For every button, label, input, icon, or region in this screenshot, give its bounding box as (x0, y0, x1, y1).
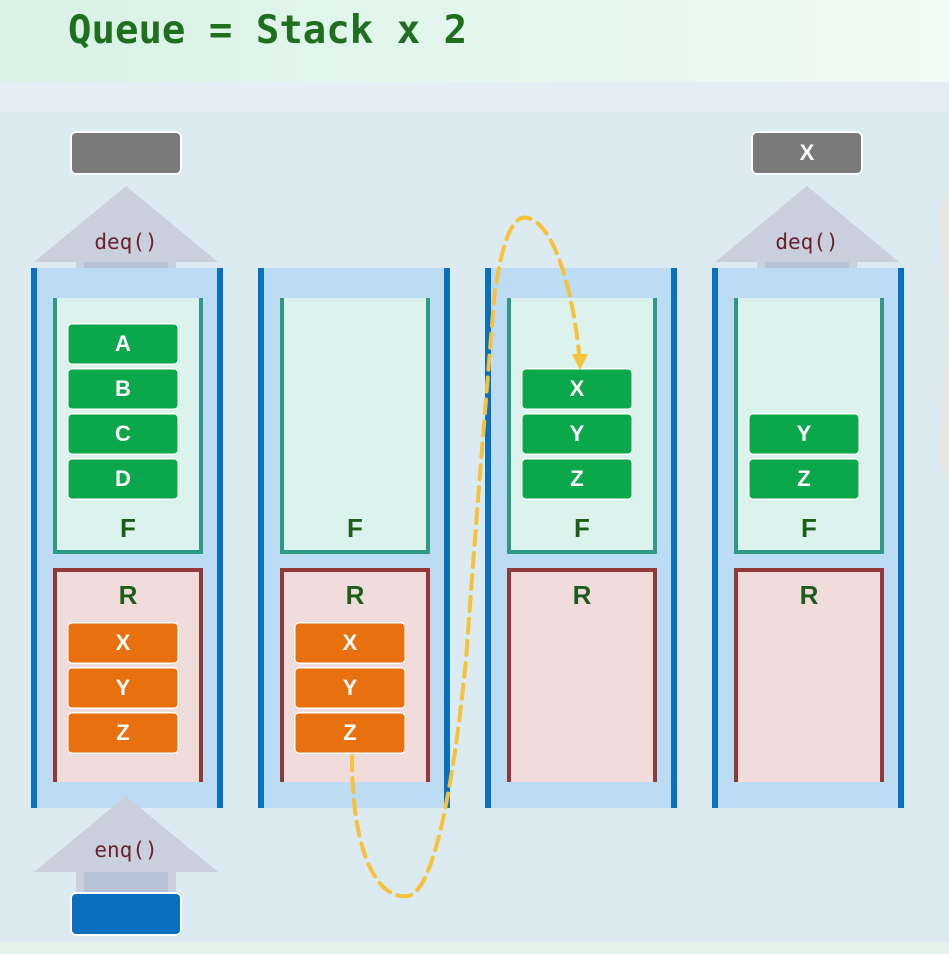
front-stack: F (280, 298, 430, 554)
column-border-right (898, 268, 904, 808)
front-item: C (67, 413, 179, 455)
column-border-left (31, 268, 37, 808)
column-border-left (258, 268, 264, 808)
front-item: B (67, 368, 179, 410)
rear-stack: R X Y Z (280, 568, 430, 782)
column-border-right (217, 268, 223, 808)
rear-item: Y (294, 667, 406, 709)
enqueue-input-slot (70, 892, 182, 936)
dequeue-output-slot-4: X (751, 131, 863, 175)
column-border-right (444, 268, 450, 808)
front-item: D (67, 458, 179, 500)
front-stack-label: F (347, 513, 363, 543)
page-title: Queue = Stack x 2 (68, 8, 468, 53)
front-stack: A B C D F (53, 298, 203, 554)
dequeue-output-slot-1 (70, 131, 182, 175)
front-item: Y (521, 413, 633, 455)
enq-arrow (34, 796, 218, 892)
bottom-band (0, 942, 949, 954)
column-border-right (671, 268, 677, 808)
front-item: Z (748, 458, 860, 500)
enq-label: enq() (94, 838, 158, 862)
front-stack: X Y Z F (507, 298, 657, 554)
rear-item: Z (294, 712, 406, 754)
rear-stack-label: R (799, 580, 819, 610)
rear-stack-label: R (118, 580, 138, 610)
front-item: Y (748, 413, 860, 455)
front-item: A (67, 323, 179, 365)
queue-stage-1: A B C D F R X Y Z (31, 268, 223, 808)
front-stack-label: F (120, 513, 136, 543)
rear-stack-label: R (572, 580, 592, 610)
front-stack: Y Z F (734, 298, 884, 554)
rear-stack: R X Y Z (53, 568, 203, 782)
queue-stage-2: F R X Y Z (258, 268, 450, 808)
header-band (0, 0, 949, 82)
rear-stack: R (507, 568, 657, 782)
rear-item: Z (67, 712, 179, 754)
front-stack-label: F (801, 513, 817, 543)
deq-label-4: deq() (775, 230, 839, 254)
front-item: Z (521, 458, 633, 500)
rear-item: X (67, 622, 179, 664)
queue-stage-4: Y Z F R (712, 268, 904, 808)
deq-label-1: deq() (94, 230, 158, 254)
rear-item: X (294, 622, 406, 664)
rear-item: Y (67, 667, 179, 709)
queue-stage-3: X Y Z F R (485, 268, 677, 808)
rear-stack-label: R (345, 580, 365, 610)
rear-stack: R (734, 568, 884, 782)
front-item: X (521, 368, 633, 410)
column-border-left (712, 268, 718, 808)
front-stack-label: F (574, 513, 590, 543)
column-border-left (485, 268, 491, 808)
